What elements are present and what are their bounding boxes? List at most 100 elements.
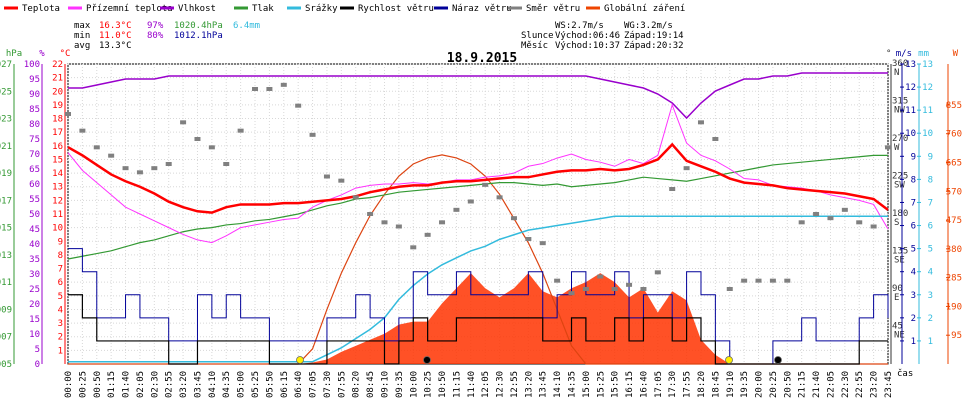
axis-mm-tick: 10 xyxy=(922,129,933,139)
axis-degc-tick: 17 xyxy=(52,128,63,138)
plot-area xyxy=(65,63,891,365)
stat-min-temp: 11.0°C xyxy=(99,31,132,41)
wind-direction-mark xyxy=(525,237,532,241)
axis-dir-unit: ° xyxy=(886,49,891,59)
axis-degc-unit: °C xyxy=(60,49,71,59)
axis-ms-tick: 3 xyxy=(911,291,916,301)
axis-hpa-tick: 1027 xyxy=(0,60,12,70)
axis-dir-tick: E xyxy=(894,293,899,303)
wind-direction-mark xyxy=(539,241,546,246)
x-tick-label: 09:10 xyxy=(380,371,390,398)
x-tick-label: 13:20 xyxy=(524,371,534,398)
axes: hPa1005100710091011101310151017101910211… xyxy=(0,49,962,398)
axis-mm-unit: mm xyxy=(918,49,929,59)
x-tick-label: 02:55 xyxy=(165,371,175,398)
wind-direction-mark xyxy=(136,170,143,175)
x-tick-label: 15:50 xyxy=(611,371,621,398)
legend-item: Srážky xyxy=(287,4,338,14)
axis-dir-tick: SW xyxy=(894,181,905,191)
legend-item: Přízemní teplota xyxy=(68,4,173,14)
axis-pct-tick: 15 xyxy=(29,315,40,325)
axis-ms-tick: 13 xyxy=(905,60,916,70)
axis-mm-tick: 4 xyxy=(928,268,933,278)
axis-degc-tick: 8 xyxy=(58,251,63,261)
stat-wg: WG:3.2m/s xyxy=(624,21,673,31)
legend-item: Tlak xyxy=(234,4,274,14)
x-tick-label: 14:10 xyxy=(553,371,563,398)
axis-degc-tick: 20 xyxy=(52,87,63,97)
wind-direction-mark xyxy=(510,216,517,221)
axis-degc-tick: 6 xyxy=(58,278,63,288)
axis-ms-tick: 5 xyxy=(911,245,916,255)
wind-direction-mark xyxy=(626,282,633,287)
x-tick-label: 08:45 xyxy=(366,371,376,398)
x-tick-label: 12:30 xyxy=(496,371,506,398)
series-tlak xyxy=(67,154,888,260)
series-rychlost-vetru xyxy=(68,294,888,365)
moonrise-marker xyxy=(423,356,431,364)
axis-degc-tick: 16 xyxy=(52,142,63,152)
wind-direction-mark xyxy=(237,128,244,133)
axis-wm2-tick: 95 xyxy=(951,331,962,341)
axis-dir-tick: SE xyxy=(894,256,905,266)
axis-degc-tick: 7 xyxy=(58,265,63,275)
stat-ws: WS:2.7m/s xyxy=(555,21,604,31)
wind-direction-mark xyxy=(467,199,474,204)
x-tick-label: 11:15 xyxy=(452,371,462,398)
x-tick-label: 11:40 xyxy=(467,371,477,398)
axis-dir-tick: 45 xyxy=(892,322,903,332)
axis-pct-tick: 65 xyxy=(29,165,40,175)
x-axis-label: čas xyxy=(897,368,913,379)
axis-degc-tick: 22 xyxy=(52,60,63,70)
x-tick-label: 22:30 xyxy=(841,371,851,398)
stat-moon-label: Měsíc xyxy=(521,41,548,51)
x-tick-label: 05:25 xyxy=(251,371,261,398)
axis-degc-tick: 4 xyxy=(58,305,63,315)
x-tick-label: 00:25 xyxy=(78,371,88,398)
axis-degc-tick: 5 xyxy=(58,292,63,302)
x-tick-label: 06:15 xyxy=(280,371,290,398)
axis-mm-tick: 12 xyxy=(922,83,933,93)
axis-degc-tick: 1 xyxy=(58,346,63,356)
axis-ms-tick: 4 xyxy=(911,268,916,278)
axis-ms-tick: 9 xyxy=(911,152,916,162)
axis-mm-tick: 11 xyxy=(922,106,933,116)
wind-direction-mark xyxy=(582,287,589,291)
x-tick-label: 12:55 xyxy=(510,371,520,398)
wind-direction-mark xyxy=(309,132,316,137)
axis-pct-tick: 75 xyxy=(29,135,40,145)
x-tick-label: 10:25 xyxy=(424,371,434,398)
axis-wm2-tick: 190 xyxy=(946,302,962,312)
wind-direction-mark xyxy=(93,145,100,150)
axis-dir-tick: 270 xyxy=(892,134,908,144)
wind-direction-mark xyxy=(395,224,402,229)
axis-dir-tick: N xyxy=(894,68,899,78)
x-tick-label: 16:40 xyxy=(639,371,649,398)
axis-degc-tick: 13 xyxy=(52,183,63,193)
wind-direction-mark xyxy=(482,182,489,187)
axis-wm2-tick: 285 xyxy=(946,274,962,284)
stat-max-rain: 6.4mm xyxy=(233,21,260,31)
x-tick-label: 19:35 xyxy=(740,371,750,398)
legend-item: Rychlost větru xyxy=(340,4,434,14)
x-tick-label: 14:35 xyxy=(568,371,578,398)
x-tick-label: 18:20 xyxy=(697,371,707,398)
x-tick-label: 07:55 xyxy=(337,371,347,398)
axis-dir-tick: 180 xyxy=(892,209,908,219)
x-tick-label: 13:45 xyxy=(539,371,549,398)
wind-direction-mark xyxy=(122,166,129,171)
moonset-marker xyxy=(774,356,782,364)
legend-item: Globální záření xyxy=(586,4,685,14)
wind-direction-mark xyxy=(654,270,661,275)
wind-direction-mark xyxy=(856,220,863,225)
axis-dir-tick: NW xyxy=(894,106,905,116)
axis-ms-tick: 8 xyxy=(911,175,916,185)
axis-wm2-unit: W xyxy=(953,49,959,59)
legend-label: Náraz větru xyxy=(452,4,512,14)
axis-ms-tick: 6 xyxy=(911,222,916,232)
axis-degc-tick: 2 xyxy=(58,333,63,343)
axis-degc-tick: 10 xyxy=(52,224,63,234)
x-tick-label: 04:10 xyxy=(208,371,218,398)
